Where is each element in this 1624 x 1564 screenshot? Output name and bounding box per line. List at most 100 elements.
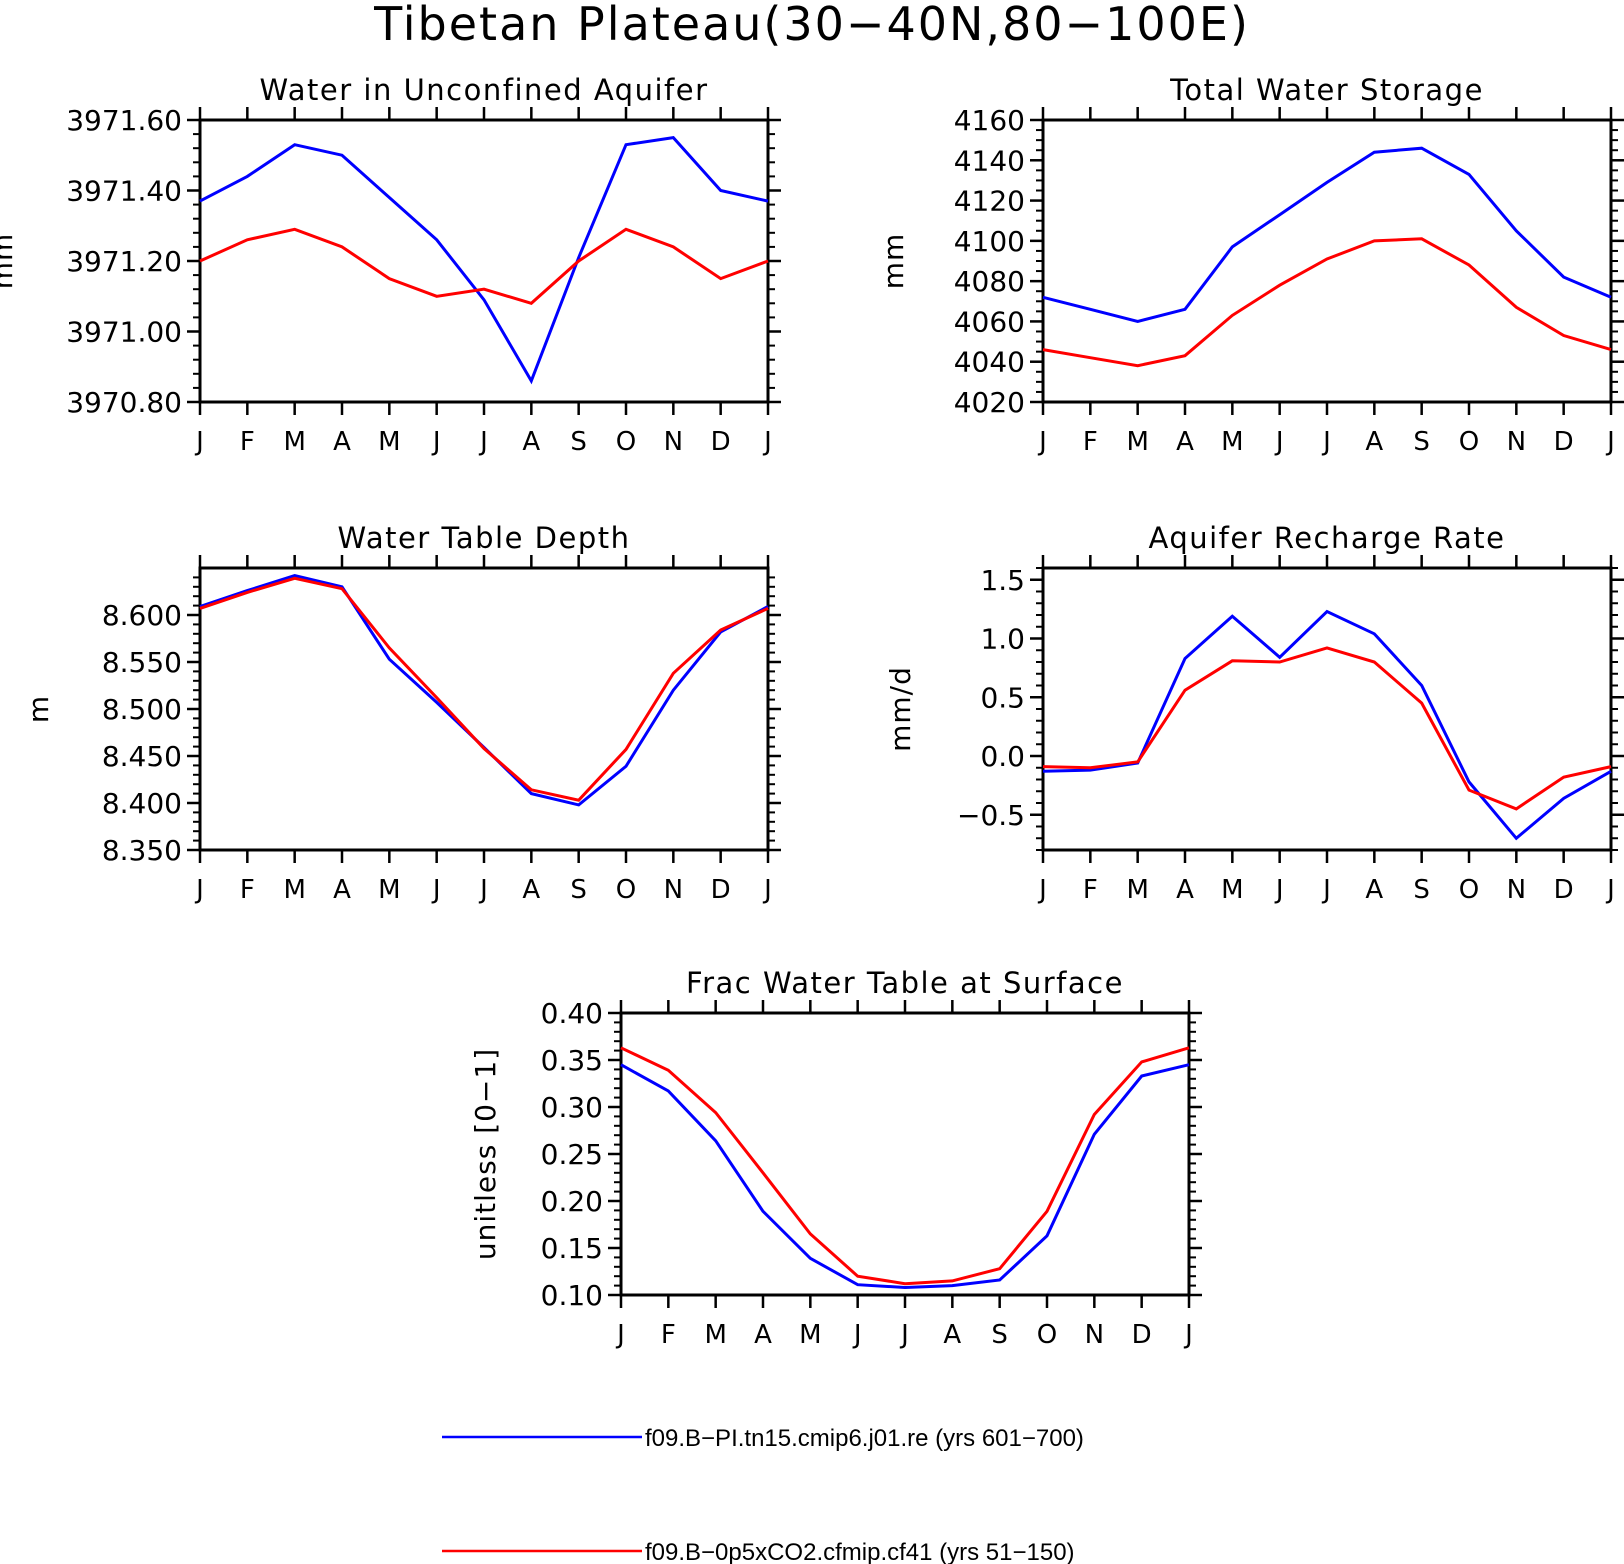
y-axis-label: mm [877,233,910,290]
x-tick-label: F [661,1320,676,1350]
legend-label-series-1: f09.B−PI.tn15.cmip6.j01.re (yrs 601−700) [645,1425,1084,1452]
x-tick-label: N [1507,875,1526,905]
x-tick-label: F [240,875,255,905]
panel-title: Water Table Depth [338,521,631,555]
series-line-1 [620,1063,1190,1290]
plot-frame [198,118,770,404]
x-tick-label: J [1183,1320,1193,1350]
x-tick-label: S [991,1320,1008,1350]
x-tick-label: F [240,427,255,457]
x-tick-label: S [570,875,587,905]
x-tick-label: J [615,1320,625,1350]
series-line-2 [199,576,769,802]
y-axis-label: m [22,695,55,723]
plot-frame [1041,118,1613,404]
x-tick-label: J [1274,427,1284,457]
x-tick-label: A [522,427,540,457]
y-tick-label: 3970.80 [66,386,182,419]
x-tick-label: J [194,427,204,457]
legend: f09.B−PI.tn15.cmip6.j01.re (yrs 601−700)… [442,1425,1084,1564]
legend-label-series-2: f09.B−0p5xCO2.cfmip.cf41 (yrs 51−150) [645,1539,1075,1564]
x-tick-label: N [1507,427,1526,457]
x-tick-label: D [711,875,731,905]
y-axis-label: mm/d [884,666,917,752]
y-tick-label: 0.20 [541,1185,603,1218]
x-tick-label: D [1554,875,1574,905]
x-tick-label: M [378,875,400,905]
y-tick-label: −0.5 [957,799,1025,832]
y-tick-label: 4020 [954,386,1025,419]
x-tick-label: M [704,1320,726,1350]
y-tick-label: 1.0 [980,623,1025,656]
y-tick-label: 4080 [954,265,1025,298]
x-tick-label: J [478,875,488,905]
y-tick-label: 4040 [954,346,1025,379]
x-tick-label: O [616,875,636,905]
x-tick-label: A [1365,875,1383,905]
x-tick-label: N [664,875,683,905]
y-tick-label: 0.10 [541,1279,603,1312]
y-tick-label: 3971.00 [66,316,182,349]
x-tick-label: M [378,427,400,457]
x-tick-label: S [570,427,587,457]
x-tick-label: M [283,427,305,457]
y-tick-label: 0.15 [541,1232,603,1265]
x-tick-label: J [762,875,772,905]
y-tick-label: 8.500 [102,693,182,726]
x-tick-label: J [1037,427,1047,457]
x-tick-label: N [1085,1320,1104,1350]
x-tick-label: O [1459,875,1479,905]
y-tick-label: 8.400 [102,787,182,820]
x-tick-label: A [522,875,540,905]
y-axis-label: unitless [0−1] [469,1048,502,1260]
x-tick-label: D [1132,1320,1152,1350]
x-tick-label: S [1413,427,1430,457]
x-tick-label: J [852,1320,862,1350]
x-tick-label: J [762,427,772,457]
x-tick-label: F [1083,875,1098,905]
x-tick-label: M [1126,427,1148,457]
x-tick-label: D [711,427,731,457]
y-tick-label: 4140 [954,144,1025,177]
series-line-2 [620,1046,1190,1286]
x-tick-label: O [1459,427,1479,457]
x-tick-label: J [1274,875,1284,905]
y-axis-label: mm [0,233,19,290]
panel-title: Aquifer Recharge Rate [1148,521,1505,555]
panel-title: Water in Unconfined Aquifer [259,73,708,107]
x-tick-label: J [899,1320,909,1350]
x-tick-label: J [1321,427,1331,457]
y-tick-label: 4100 [954,225,1025,258]
panel-title: Total Water Storage [1169,73,1484,107]
series-line-1 [199,135,769,385]
x-tick-label: M [1221,427,1243,457]
x-tick-label: J [1321,875,1331,905]
x-tick-label: A [333,427,351,457]
x-tick-label: J [478,427,488,457]
y-tick-label: 1.5 [980,564,1025,597]
x-tick-label: A [754,1320,772,1350]
x-tick-label: J [431,875,441,905]
y-tick-label: 0.40 [541,997,603,1030]
y-tick-label: 0.25 [541,1138,603,1171]
x-tick-label: M [283,875,305,905]
y-tick-label: 8.600 [102,599,182,632]
y-tick-label: 4160 [954,104,1025,137]
y-tick-label: 3971.20 [66,245,182,278]
x-tick-label: J [1605,875,1615,905]
series-line-2 [1042,646,1612,811]
x-tick-label: J [1037,875,1047,905]
panel-title: Frac Water Table at Surface [686,966,1124,1000]
x-tick-label: A [1365,427,1383,457]
series-line-2 [1042,237,1612,368]
x-tick-label: D [1554,427,1574,457]
x-tick-label: O [1037,1320,1057,1350]
x-tick-label: O [616,427,636,457]
y-tick-label: 0.30 [541,1091,603,1124]
x-tick-label: M [1126,875,1148,905]
x-tick-label: N [664,427,683,457]
